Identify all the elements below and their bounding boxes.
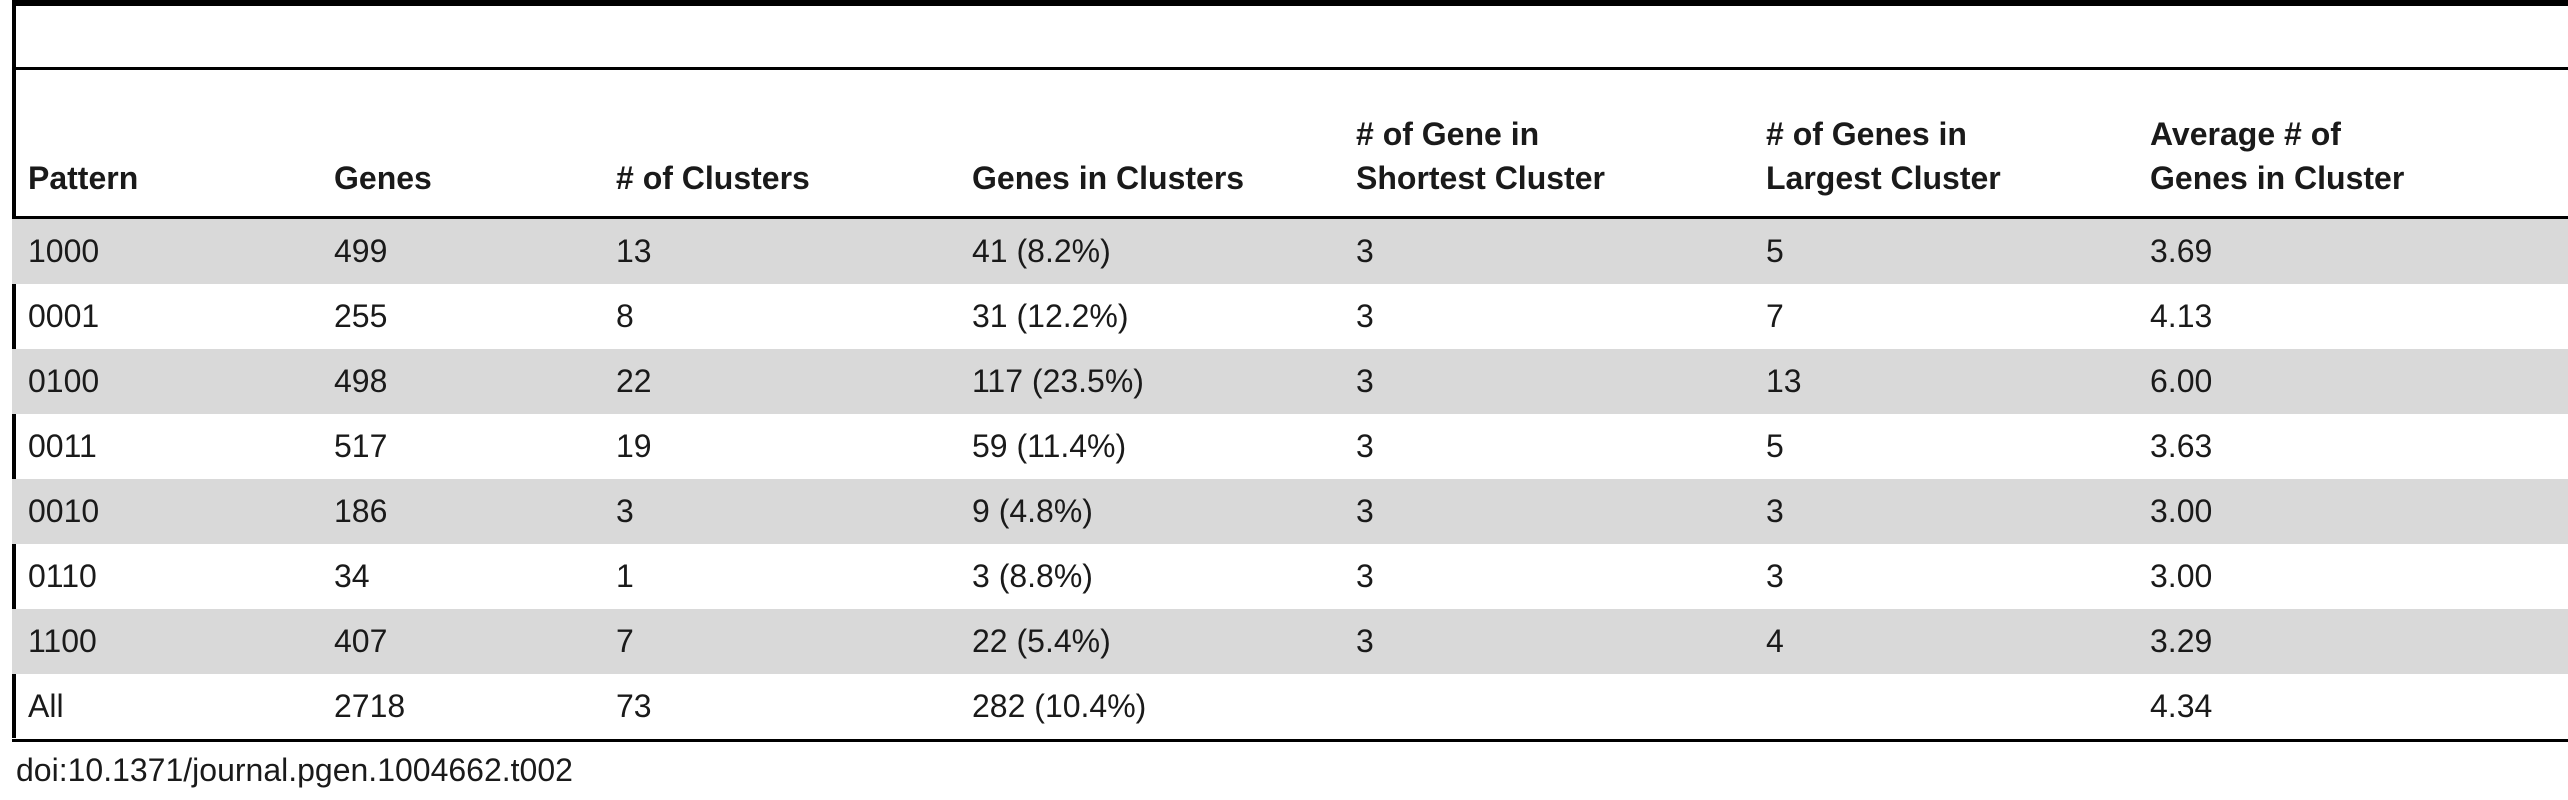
cell-genes-in-clusters: 41 (8.2%)	[956, 217, 1340, 284]
cell-largest-cluster: 7	[1766, 298, 1784, 334]
table-row: 1000 499 13 41 (8.2%) 3 5 3.69	[12, 217, 2568, 284]
cell-num-clusters: 19	[616, 428, 652, 464]
table-figure: Pattern Genes # of Clusters Genes in Clu…	[12, 0, 2568, 800]
col-header-num-clusters: # of Clusters	[600, 70, 956, 219]
cell-average-genes: 4.34	[2134, 674, 2568, 742]
table-row-total: All 2718 73 282 (10.4%) 4.34	[12, 674, 2568, 742]
cell-genes-in-clusters: 9 (4.8%)	[956, 479, 1340, 544]
cell-num-clusters: 8	[616, 298, 634, 334]
cell-pattern: 0110	[28, 558, 97, 594]
cell-pattern: 0001	[28, 298, 100, 334]
cell-shortest-cluster: 3	[1356, 558, 1374, 594]
cell-largest-cluster: 4	[1750, 609, 2134, 674]
cell-average-genes: 4.13	[2150, 298, 2213, 334]
cell-genes: 2718	[318, 674, 600, 742]
cell-genes: 186	[318, 479, 600, 544]
cell-average-genes: 6.00	[2134, 349, 2568, 414]
cell-genes-in-clusters: 31 (12.2%)	[972, 298, 1129, 334]
header-line: Shortest Cluster	[1356, 160, 1605, 196]
table-row: 0100 498 22 117 (23.5%) 3 13 6.00	[12, 349, 2568, 414]
col-header-largest-cluster: # of Genes in Largest Cluster	[1750, 70, 2134, 219]
cell-genes-in-clusters: 3 (8.8%)	[972, 558, 1093, 594]
cell-pattern: 0010	[12, 479, 318, 544]
cell-num-clusters: 7	[600, 609, 956, 674]
cell-largest-cluster: 5	[1766, 428, 1784, 464]
table-row: 0011 517 19 59 (11.4%) 3 5 3.63	[12, 414, 2568, 479]
cell-shortest-cluster: 3	[1340, 479, 1750, 544]
cell-pattern: 1000	[12, 217, 318, 284]
col-header-genes-in-clusters: Genes in Clusters	[956, 70, 1340, 219]
cell-genes: 407	[318, 609, 600, 674]
top-rule	[12, 0, 2568, 6]
col-header-shortest-cluster: # of Gene in Shortest Cluster	[1340, 70, 1750, 219]
col-header-pattern: Pattern	[12, 70, 318, 219]
cell-pattern: 1100	[12, 609, 318, 674]
col-header-genes: Genes	[318, 70, 600, 219]
table-row: 0001 255 8 31 (12.2%) 3 7 4.13	[12, 284, 2568, 349]
cell-average-genes: 3.63	[2150, 428, 2213, 464]
header-row: Pattern Genes # of Clusters Genes in Clu…	[12, 70, 2568, 219]
cell-num-clusters: 22	[600, 349, 956, 414]
cell-genes: 517	[334, 428, 388, 464]
cell-average-genes: 3.00	[2134, 479, 2568, 544]
cell-shortest-cluster: 3	[1340, 609, 1750, 674]
cell-genes: 255	[334, 298, 388, 334]
data-table: Pattern Genes # of Clusters Genes in Clu…	[12, 70, 2568, 742]
cell-average-genes: 3.29	[2134, 609, 2568, 674]
header-line: # of Genes in	[1766, 116, 1967, 152]
cell-genes-in-clusters: 117 (23.5%)	[956, 349, 1340, 414]
cell-largest-cluster: 3	[1766, 558, 1784, 594]
header-line: Average # of	[2150, 116, 2341, 152]
cell-pattern: All	[12, 674, 318, 742]
table-row: 0010 186 3 9 (4.8%) 3 3 3.00	[12, 479, 2568, 544]
cell-genes-in-clusters: 282 (10.4%)	[956, 674, 1340, 742]
header-line: Genes in Cluster	[2150, 160, 2405, 196]
table-row: 1100 407 7 22 (5.4%) 3 4 3.29	[12, 609, 2568, 674]
cell-num-clusters: 1	[616, 558, 634, 594]
cell-genes: 34	[334, 558, 370, 594]
cell-genes: 499	[318, 217, 600, 284]
col-header-average-genes: Average # of Genes in Cluster	[2134, 70, 2568, 219]
cell-genes-in-clusters: 22 (5.4%)	[956, 609, 1340, 674]
doi-caption: doi:10.1371/journal.pgen.1004662.t002	[16, 752, 573, 788]
cell-num-clusters: 13	[600, 217, 956, 284]
header-top-rule	[12, 67, 2568, 70]
cell-pattern: 0100	[12, 349, 318, 414]
header-line: # of Gene in	[1356, 116, 1540, 152]
cell-shortest-cluster: 3	[1356, 298, 1374, 334]
cell-pattern: 0011	[28, 428, 97, 464]
cell-largest-cluster: 3	[1750, 479, 2134, 544]
cell-shortest-cluster	[1340, 674, 1750, 742]
cell-shortest-cluster: 3	[1340, 217, 1750, 284]
cell-average-genes: 3.00	[2150, 558, 2213, 594]
cell-largest-cluster	[1750, 674, 2134, 742]
cell-largest-cluster: 5	[1750, 217, 2134, 284]
cell-num-clusters: 73	[600, 674, 956, 742]
cell-shortest-cluster: 3	[1356, 428, 1374, 464]
cell-shortest-cluster: 3	[1340, 349, 1750, 414]
cell-average-genes: 3.69	[2134, 217, 2568, 284]
header-line: Largest Cluster	[1766, 160, 2001, 196]
cell-genes: 498	[318, 349, 600, 414]
cell-num-clusters: 3	[600, 479, 956, 544]
table-row: 0110 34 1 3 (8.8%) 3 3 3.00	[12, 544, 2568, 609]
cell-largest-cluster: 13	[1750, 349, 2134, 414]
cell-genes-in-clusters: 59 (11.4%)	[972, 428, 1127, 464]
